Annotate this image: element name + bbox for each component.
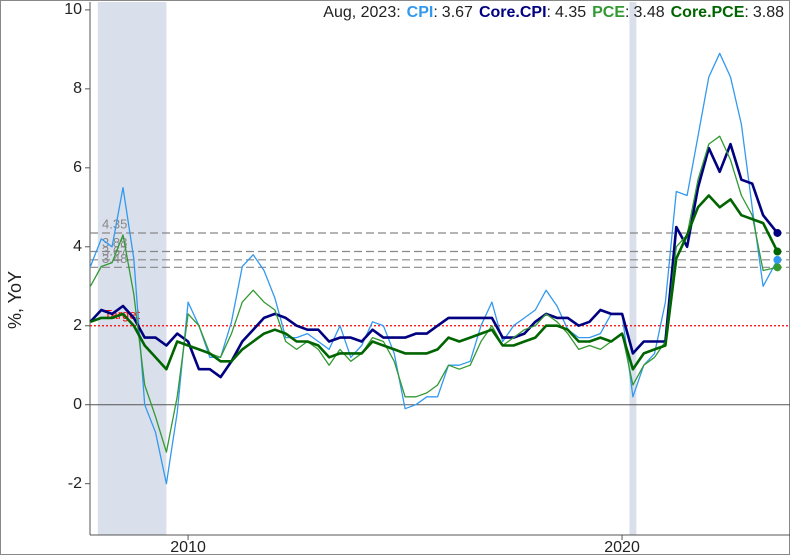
latest-dot	[773, 228, 782, 237]
x-tick-label: 2010	[170, 539, 206, 555]
legend-value: 3.48	[633, 4, 664, 21]
latest-label: 3.48	[102, 251, 127, 266]
legend-value: 4.35	[555, 4, 586, 21]
legend-separator: :	[744, 4, 748, 21]
latest-label: 3.67	[102, 243, 127, 258]
legend-name: Core.CPI	[479, 4, 547, 21]
x-tick-label: 2020	[604, 539, 640, 555]
y-tick-label: -2	[68, 475, 82, 492]
legend-value: 3.67	[442, 4, 473, 21]
recession-band	[629, 2, 637, 535]
y-tick-label: 6	[73, 159, 82, 176]
y-tick-label: 8	[73, 80, 82, 97]
latest-label: 4.35	[102, 216, 127, 231]
latest-dot	[773, 263, 782, 272]
series-line	[89, 52, 778, 485]
y-tick-label: 2	[73, 317, 82, 334]
y-axis-label: %, YoY	[5, 271, 25, 329]
series-line	[89, 142, 779, 379]
series-line	[89, 194, 779, 371]
title-date: Aug, 2023:	[323, 4, 400, 21]
legend-separator: :	[625, 4, 629, 21]
legend-separator: :	[433, 4, 437, 21]
y-tick-label: 0	[73, 396, 82, 413]
y-tick-label: 4	[73, 238, 82, 255]
legend-name: Core.PCE	[671, 4, 745, 21]
legend-separator: :	[547, 4, 551, 21]
recession-band	[97, 2, 167, 535]
chart-title: Aug, 2023: CPI: 3.67 Core.CPI: 4.35 PCE: 3.48 C…	[323, 4, 784, 21]
y-tick-label: 10	[64, 1, 82, 18]
latest-dot	[773, 247, 782, 256]
legend-name: CPI	[407, 4, 434, 21]
latest-dot	[773, 255, 782, 264]
legend-name: PCE	[592, 4, 625, 21]
legend-value: 3.88	[753, 4, 784, 21]
series-line	[89, 135, 778, 453]
